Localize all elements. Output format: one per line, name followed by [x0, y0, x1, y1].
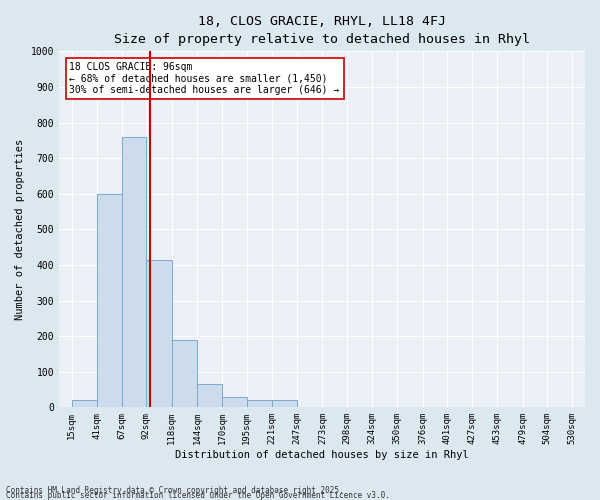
Y-axis label: Number of detached properties: Number of detached properties	[15, 138, 25, 320]
Title: 18, CLOS GRACIE, RHYL, LL18 4FJ
Size of property relative to detached houses in : 18, CLOS GRACIE, RHYL, LL18 4FJ Size of …	[114, 15, 530, 46]
Bar	[272, 400, 297, 407]
Text: 18 CLOS GRACIE: 96sqm
← 68% of detached houses are smaller (1,450)
30% of semi-d: 18 CLOS GRACIE: 96sqm ← 68% of detached …	[70, 62, 340, 95]
Bar	[247, 400, 272, 407]
Bar	[71, 400, 97, 407]
Bar	[197, 384, 222, 407]
Bar	[146, 260, 172, 408]
Bar	[172, 340, 197, 407]
X-axis label: Distribution of detached houses by size in Rhyl: Distribution of detached houses by size …	[175, 450, 469, 460]
Bar	[122, 137, 146, 407]
Bar	[222, 396, 247, 407]
Text: Contains public sector information licensed under the Open Government Licence v3: Contains public sector information licen…	[6, 491, 390, 500]
Bar	[97, 194, 122, 408]
Text: Contains HM Land Registry data © Crown copyright and database right 2025.: Contains HM Land Registry data © Crown c…	[6, 486, 344, 495]
